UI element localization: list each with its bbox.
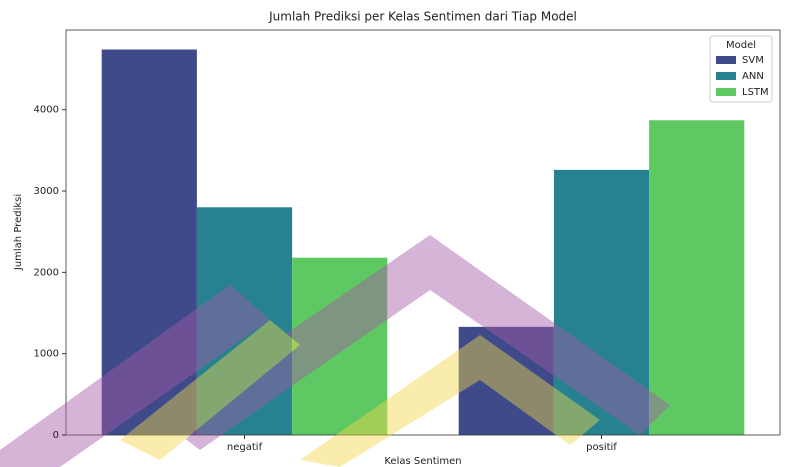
legend-label: LSTM [742, 87, 769, 98]
legend-label: ANN [742, 71, 764, 82]
x-axis-label: Kelas Sentimen [384, 456, 461, 467]
plot-area [101, 49, 745, 436]
bar [196, 207, 293, 435]
chart-title: Jumlah Prediksi per Kelas Sentimen dari … [268, 10, 577, 24]
y-tick-label: 3000 [34, 186, 59, 197]
legend-box [709, 35, 773, 103]
y-tick-label: 4000 [34, 105, 59, 116]
y-tick-label: 0 [53, 430, 59, 441]
bar [458, 326, 554, 435]
legend-swatch [716, 72, 736, 80]
x-tick-label: negatif [227, 442, 263, 453]
y-tick-label: 2000 [34, 267, 59, 278]
legend-swatch [716, 56, 736, 64]
legend-title: Model [726, 40, 756, 51]
y-tick-label: 1000 [34, 349, 59, 360]
bar [292, 257, 388, 435]
bar [101, 49, 197, 436]
bar [649, 120, 745, 435]
legend-label: SVM [742, 55, 764, 66]
y-axis-label: Jumlah Prediksi [13, 194, 24, 271]
legend-swatch [716, 88, 736, 96]
axes-frame [65, 29, 781, 436]
bar [553, 169, 650, 435]
x-tick-label: positif [586, 442, 617, 453]
watermark [0, 235, 670, 467]
